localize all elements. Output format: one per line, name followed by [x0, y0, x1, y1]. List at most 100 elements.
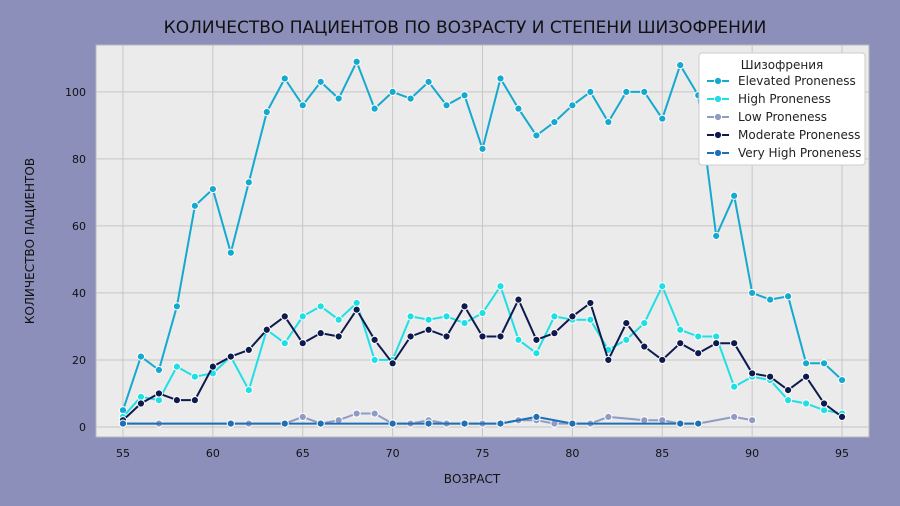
- data-point: [712, 332, 721, 341]
- data-point: [154, 396, 164, 405]
- x-tick-label: 55: [116, 447, 130, 460]
- data-point: [640, 87, 649, 97]
- legend-title: Шизофрения: [741, 58, 823, 72]
- data-point: [532, 412, 541, 421]
- data-point: [694, 349, 703, 358]
- y-tick-label: 100: [65, 86, 86, 99]
- y-tick-label: 60: [72, 220, 86, 233]
- y-tick-label: 40: [72, 287, 86, 300]
- data-point: [478, 332, 487, 341]
- data-point: [226, 248, 235, 257]
- data-point: [154, 389, 164, 398]
- y-tick-label: 80: [72, 153, 86, 166]
- data-point: [676, 419, 685, 428]
- data-point: [118, 419, 128, 428]
- data-point: [154, 365, 164, 375]
- data-point: [532, 131, 541, 140]
- data-point: [604, 412, 613, 421]
- data-point: [370, 355, 379, 365]
- chart-title: КОЛИЧЕСТВО ПАЦИЕНТОВ ПО ВОЗРАСТУ И СТЕПЕ…: [164, 18, 767, 38]
- data-point: [460, 91, 469, 100]
- y-tick-label: 0: [79, 421, 86, 434]
- data-point: [694, 419, 703, 428]
- data-point: [784, 396, 793, 405]
- data-point: [280, 312, 289, 321]
- legend-swatch-marker: [713, 94, 723, 104]
- data-point: [298, 412, 307, 421]
- data-point: [388, 419, 397, 428]
- data-point: [370, 104, 379, 113]
- data-point: [730, 412, 739, 421]
- data-point: [801, 372, 811, 381]
- data-point: [532, 335, 541, 344]
- series-layer: [118, 57, 847, 428]
- data-point: [262, 107, 271, 117]
- series-moderate-proneness: [118, 295, 847, 425]
- data-point: [604, 117, 613, 127]
- data-point: [676, 339, 685, 348]
- data-point: [226, 352, 235, 361]
- legend-label: Low Proneness: [738, 110, 827, 124]
- y-axis-label: КОЛИЧЕСТВО ПАЦИЕНТОВ: [23, 158, 37, 324]
- x-tick-label: 90: [745, 447, 759, 460]
- data-point: [298, 101, 307, 110]
- data-point: [766, 372, 775, 381]
- data-point: [352, 298, 361, 308]
- data-point: [801, 399, 811, 408]
- x-tick-label: 70: [386, 447, 400, 460]
- data-point: [424, 77, 433, 86]
- legend-swatch-marker: [713, 76, 723, 86]
- data-point: [640, 342, 649, 351]
- data-point: [819, 399, 829, 408]
- data-point: [262, 325, 271, 334]
- data-point: [208, 362, 217, 371]
- data-point: [406, 332, 415, 341]
- data-point: [208, 184, 217, 194]
- data-point: [136, 399, 146, 408]
- data-point: [370, 335, 379, 344]
- y-tick-label: 20: [72, 354, 86, 367]
- data-point: [226, 419, 235, 428]
- data-point: [316, 77, 325, 86]
- data-point: [837, 412, 847, 421]
- data-point: [819, 359, 829, 368]
- data-point: [370, 409, 379, 418]
- data-point: [658, 114, 667, 123]
- legend-label: High Proneness: [738, 92, 831, 106]
- data-point: [622, 318, 631, 328]
- data-point: [406, 312, 415, 321]
- data-point: [244, 385, 253, 395]
- data-point: [334, 315, 343, 324]
- data-point: [280, 74, 289, 83]
- data-point: [622, 87, 631, 97]
- data-point: [676, 61, 685, 70]
- legend-item-very-high-proneness: Very High Proneness: [707, 146, 861, 160]
- data-point: [748, 416, 757, 425]
- legend-box: [698, 52, 866, 166]
- legend-swatch-marker: [713, 112, 723, 122]
- data-point: [568, 419, 577, 428]
- data-point: [622, 335, 631, 344]
- data-point: [190, 201, 199, 210]
- x-tick-label: 75: [476, 447, 490, 460]
- data-point: [801, 359, 811, 368]
- data-point: [478, 144, 487, 153]
- data-point: [334, 332, 343, 341]
- tick-labels: 55 60 65 70 75 80 85 90 95 0 20 40 60 80 100: [65, 86, 849, 460]
- data-point: [190, 396, 199, 405]
- data-point: [819, 406, 829, 415]
- data-point: [658, 355, 667, 365]
- data-point: [334, 94, 343, 103]
- data-point: [352, 57, 361, 66]
- data-point: [586, 87, 595, 97]
- legend: Шизофрения Elevated Proneness High Pronen…: [698, 52, 866, 166]
- data-point: [442, 332, 451, 341]
- data-point: [640, 318, 649, 328]
- legend-items: Elevated Proneness High Proneness Low Pron…: [707, 74, 861, 160]
- legend-label: Elevated Proneness: [738, 74, 856, 88]
- data-point: [478, 308, 487, 318]
- legend-label: Moderate Proneness: [738, 128, 860, 142]
- data-point: [568, 312, 577, 321]
- data-point: [316, 419, 325, 428]
- series-high-proneness: [118, 282, 847, 421]
